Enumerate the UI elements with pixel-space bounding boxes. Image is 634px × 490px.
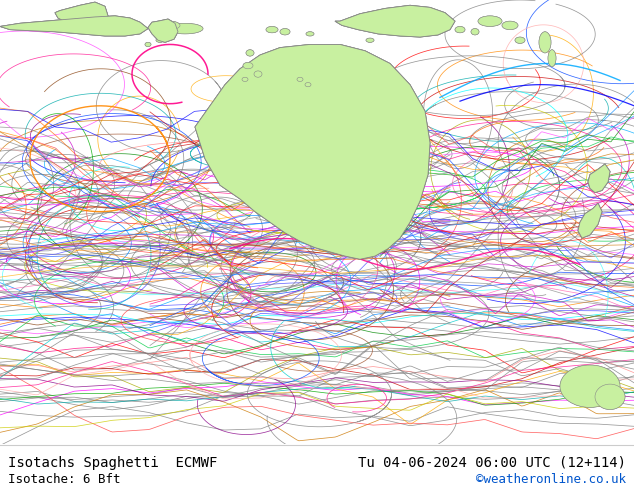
Polygon shape [148,19,178,42]
Polygon shape [55,2,108,25]
Polygon shape [335,5,455,37]
Text: ©weatheronline.co.uk: ©weatheronline.co.uk [476,473,626,487]
Polygon shape [55,2,108,25]
Polygon shape [0,16,148,36]
Polygon shape [148,19,178,42]
Ellipse shape [306,32,314,36]
Ellipse shape [502,21,518,29]
Ellipse shape [539,32,551,53]
Polygon shape [55,2,108,25]
Ellipse shape [145,42,151,47]
Polygon shape [335,5,455,37]
Ellipse shape [243,62,253,69]
Ellipse shape [595,384,625,410]
Polygon shape [195,45,430,259]
Polygon shape [195,45,430,259]
Ellipse shape [306,32,314,36]
Ellipse shape [266,26,278,33]
Ellipse shape [548,49,556,67]
Ellipse shape [167,24,203,34]
Ellipse shape [366,38,374,42]
Text: Isotache: 6 Bft: Isotache: 6 Bft [8,473,120,487]
Ellipse shape [305,82,311,87]
Text: Tu 04-06-2024 06:00 UTC (12+114): Tu 04-06-2024 06:00 UTC (12+114) [358,456,626,470]
Ellipse shape [266,26,278,33]
Ellipse shape [548,49,556,67]
Ellipse shape [595,384,625,410]
Ellipse shape [297,77,303,81]
Ellipse shape [502,21,518,29]
Ellipse shape [297,77,303,81]
Polygon shape [578,203,602,238]
Ellipse shape [156,38,164,42]
Text: Isotachs Spaghetti  ECMWF: Isotachs Spaghetti ECMWF [8,456,217,470]
Polygon shape [588,164,610,193]
Ellipse shape [515,37,525,44]
Polygon shape [588,164,610,193]
Ellipse shape [455,26,465,33]
Ellipse shape [254,71,262,77]
Ellipse shape [366,38,374,42]
Ellipse shape [242,77,248,81]
Polygon shape [0,16,148,36]
Polygon shape [578,203,602,238]
Ellipse shape [167,24,203,34]
Polygon shape [578,203,602,238]
Ellipse shape [254,71,262,77]
Ellipse shape [246,49,254,56]
Ellipse shape [471,28,479,35]
Ellipse shape [280,28,290,35]
Ellipse shape [242,77,248,81]
Ellipse shape [156,38,164,42]
Polygon shape [0,16,148,36]
Ellipse shape [243,62,253,69]
Ellipse shape [515,37,525,44]
Ellipse shape [539,32,551,53]
Ellipse shape [560,365,620,407]
Polygon shape [335,5,455,37]
Ellipse shape [145,42,151,47]
Polygon shape [588,164,610,193]
Ellipse shape [478,16,502,26]
Ellipse shape [246,49,254,56]
Ellipse shape [478,16,502,26]
Ellipse shape [160,21,180,29]
Ellipse shape [280,28,290,35]
Polygon shape [195,45,430,259]
Ellipse shape [160,21,180,29]
Ellipse shape [560,365,620,407]
Ellipse shape [471,28,479,35]
Ellipse shape [305,82,311,87]
Polygon shape [148,19,178,42]
Ellipse shape [455,26,465,33]
